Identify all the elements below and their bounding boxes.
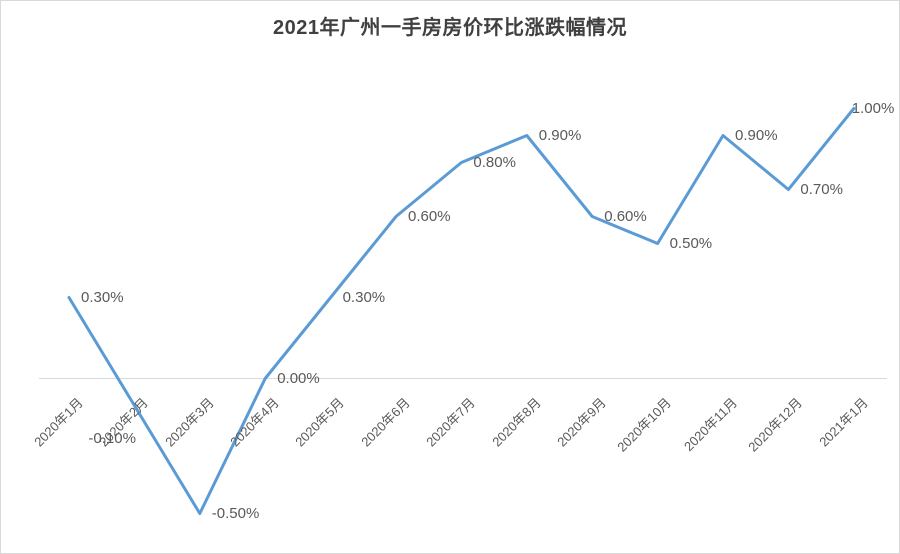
data-label: 0.60%	[408, 207, 451, 225]
data-label: -0.10%	[88, 429, 136, 447]
data-label: 0.90%	[735, 126, 778, 144]
data-label: 0.30%	[81, 288, 124, 306]
data-label: 0.30%	[342, 288, 386, 306]
data-label: 0.60%	[604, 207, 647, 225]
data-label: 1.00%	[851, 99, 895, 117]
data-label: 0.90%	[538, 126, 582, 144]
data-label: 0.00%	[277, 369, 320, 387]
data-label: 0.50%	[669, 234, 713, 252]
data-label: -0.50%	[211, 504, 260, 522]
chart-title: 2021年广州一手房房价环比涨跌幅情况	[273, 17, 627, 39]
data-label: 0.80%	[473, 153, 516, 171]
series-line	[67, 107, 856, 515]
data-label: 0.70%	[800, 180, 843, 198]
